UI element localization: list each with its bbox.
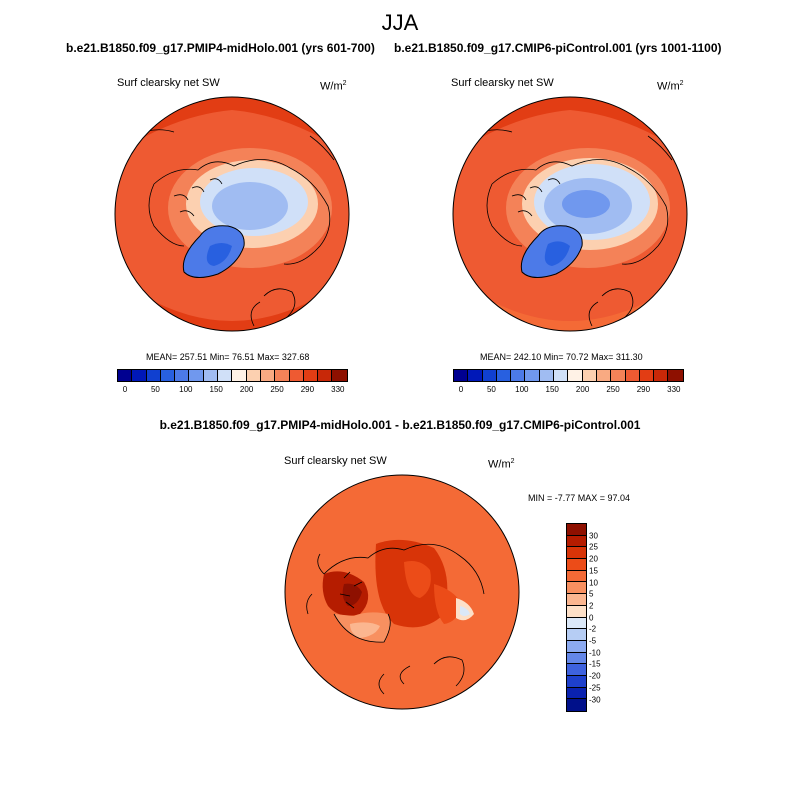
left-case-title: b.e21.B1850.f09_g17.PMIP4-midHolo.001 (y… — [66, 41, 375, 55]
colorbar-level-label: -25 — [589, 683, 601, 693]
right-variable-label: Surf clearsky net SW — [451, 77, 554, 89]
colorbar-swatch — [567, 559, 586, 571]
colorbar-level-label: 20 — [589, 554, 598, 564]
colorbar-level-label: -20 — [589, 671, 601, 681]
colorbar-swatch — [567, 547, 586, 560]
colorbar-level-label: 10 — [589, 578, 598, 587]
colorbar-swatch — [596, 370, 612, 381]
colorbar-tick-label: 290 — [300, 385, 315, 394]
colorbar-level-label: -2 — [589, 624, 597, 634]
colorbar-swatch — [203, 370, 219, 381]
right-polar-map — [452, 96, 688, 332]
left-units-label: W/m2 — [320, 80, 347, 93]
colorbar-swatch — [567, 675, 586, 688]
colorbar-swatch — [132, 370, 147, 381]
colorbar-swatch — [668, 370, 683, 381]
colorbar-swatch — [332, 370, 347, 381]
colorbar-swatch — [218, 370, 233, 381]
colorbar-swatch — [146, 370, 161, 381]
colorbar-swatch — [567, 664, 586, 676]
difference-title: b.e21.B1850.f09_g17.PMIP4-midHolo.001 - … — [159, 418, 641, 432]
colorbar-swatch — [639, 370, 655, 381]
colorbar-swatch — [189, 370, 204, 381]
right-colorbar: 0 50 100 150 200 250 290 330 — [453, 369, 684, 396]
colorbar-swatch — [539, 370, 555, 381]
colorbar-level-label: 15 — [589, 566, 598, 576]
colorbar-level-label: -5 — [589, 636, 597, 646]
colorbar-tick-label: 250 — [606, 385, 620, 394]
colorbar-swatch — [567, 687, 586, 700]
colorbar-tick-label: 150 — [209, 385, 223, 394]
colorbar-tick-label: 50 — [486, 385, 496, 394]
colorbar-swatch — [567, 629, 586, 641]
colorbar-swatch — [511, 370, 526, 381]
colorbar-level-label: 5 — [589, 589, 594, 599]
colorbar-tick-label: 0 — [458, 385, 464, 394]
colorbar-swatch — [567, 570, 586, 583]
colorbar-tick-label: 150 — [545, 385, 559, 394]
left-stats: MEAN= 257.51 Min= 76.51 Max= 327.68 — [146, 352, 310, 362]
colorbar-tick-label: 100 — [179, 385, 193, 394]
colorbar-tick-label: 290 — [636, 385, 651, 394]
colorbar-swatch — [567, 605, 586, 618]
left-variable-label: Surf clearsky net SW — [117, 77, 220, 89]
colorbar-swatch — [303, 370, 319, 381]
colorbar-swatch — [567, 535, 586, 548]
left-polar-map — [114, 96, 350, 332]
colorbar-swatch — [496, 370, 512, 381]
colorbar-tick-label: 0 — [122, 385, 128, 394]
colorbar-tick-label: 100 — [515, 385, 529, 394]
difference-colorbar: 30 25 20 15 10 5 2 0 -2 -5 -10 -15 -20 -25 -30 — [566, 523, 601, 712]
diff-units-label: W/m2 — [488, 458, 515, 471]
colorbar-tick-label: 200 — [239, 385, 254, 394]
colorbar-level-label: -10 — [589, 648, 601, 658]
colorbar-level-label: -30 — [589, 695, 601, 704]
colorbar-swatch — [654, 370, 669, 381]
colorbar-swatch — [567, 652, 586, 665]
colorbar-swatch — [160, 370, 176, 381]
colorbar-level-label: 0 — [589, 613, 594, 623]
colorbar-swatch — [454, 370, 469, 381]
right-case-title: b.e21.B1850.f09_g17.CMIP6-piControl.001 … — [394, 41, 722, 55]
colorbar-tick-label: 330 — [667, 385, 681, 394]
colorbar-swatch — [118, 370, 133, 381]
colorbar-swatch — [582, 370, 597, 381]
colorbar-swatch — [525, 370, 540, 381]
colorbar-swatch — [611, 370, 626, 381]
colorbar-swatch — [625, 370, 640, 381]
colorbar-swatch — [175, 370, 190, 381]
colorbar-swatch — [318, 370, 333, 381]
colorbar-level-label: -15 — [589, 659, 601, 669]
colorbar-level-label: 30 — [589, 531, 598, 541]
left-colorbar: 0 50 100 150 200 250 290 330 — [117, 369, 348, 396]
season-title: JJA — [381, 10, 419, 35]
right-units-label: W/m2 — [657, 80, 684, 93]
colorbar-swatch — [568, 370, 583, 381]
diff-variable-label: Surf clearsky net SW — [284, 455, 387, 467]
colorbar-tick-label: 250 — [270, 385, 284, 394]
colorbar-tick-label: 50 — [150, 385, 160, 394]
colorbar-swatch — [567, 699, 586, 711]
difference-polar-map — [284, 474, 520, 710]
right-stats: MEAN= 242.10 Min= 70.72 Max= 311.30 — [480, 352, 643, 362]
colorbar-swatch — [246, 370, 261, 381]
colorbar-swatch — [567, 582, 586, 595]
colorbar-swatch — [260, 370, 276, 381]
colorbar-swatch — [567, 594, 586, 606]
colorbar-swatch — [554, 370, 569, 381]
colorbar-swatch — [468, 370, 483, 381]
colorbar-swatch — [567, 617, 586, 630]
colorbar-swatch — [289, 370, 304, 381]
colorbar-tick-label: 200 — [575, 385, 590, 394]
colorbar-swatch — [482, 370, 497, 381]
colorbar-level-label: 2 — [589, 601, 594, 611]
colorbar-tick-label: 330 — [331, 385, 345, 394]
colorbar-swatch — [567, 640, 586, 653]
diff-stats: MIN = -7.77 MAX = 97.04 — [528, 493, 631, 503]
colorbar-level-label: 25 — [589, 542, 598, 552]
colorbar-swatch — [275, 370, 290, 381]
colorbar-swatch — [567, 524, 586, 536]
colorbar-swatch — [232, 370, 247, 381]
